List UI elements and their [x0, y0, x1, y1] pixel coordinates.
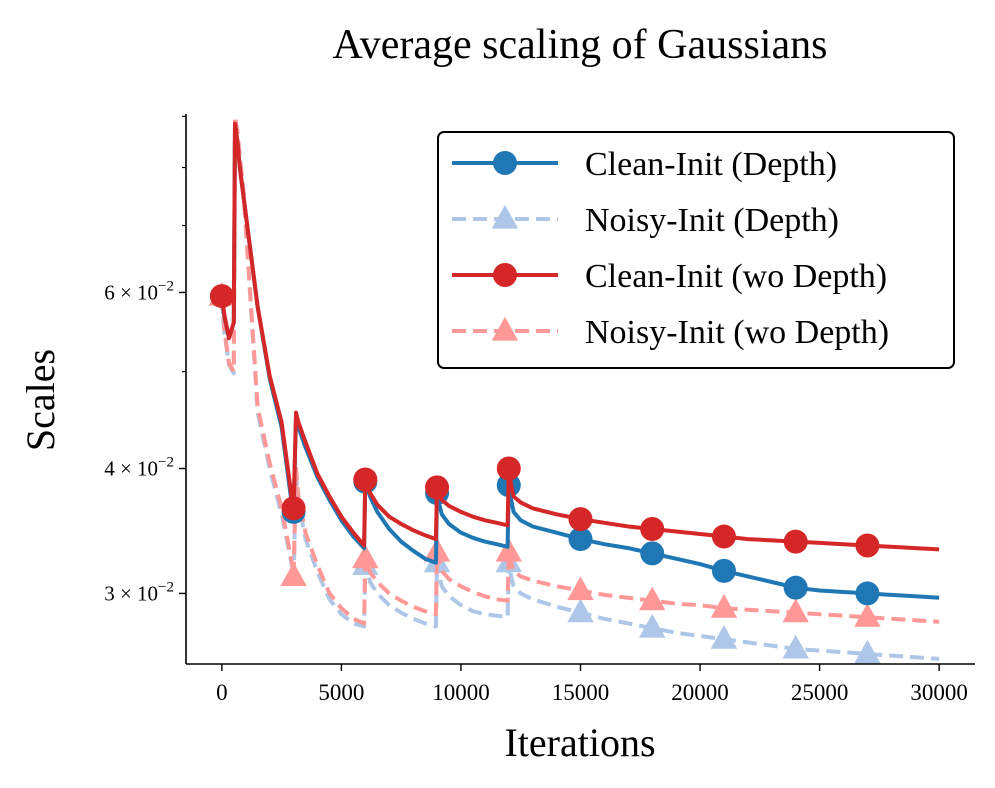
- legend-items: Clean-Init (Depth) Noisy-Init (Depth) Clea…: [452, 146, 889, 351]
- data-point-clean-init-depth: [640, 541, 665, 566]
- data-point-clean-init-depth: [783, 575, 808, 600]
- data-point-noisy-init-depth: [567, 598, 594, 623]
- y-tick-label: 6 × 10−2: [104, 278, 174, 304]
- chart-title: Average scaling of Gaussians: [333, 22, 828, 68]
- legend-marker-noisy-init-depth: [491, 204, 519, 229]
- series-layer: [208, 114, 940, 664]
- data-point-noisy-init-depth: [710, 625, 738, 649]
- data-point-clean-init-wo-depth: [281, 496, 306, 521]
- data-point-noisy-init-wo-depth: [280, 562, 307, 586]
- x-tick-label: 15000: [552, 680, 610, 705]
- data-point-noisy-init-depth: [782, 634, 809, 659]
- data-point-clean-init-depth: [568, 527, 593, 552]
- legend-label-noisy-init-depth: Noisy-Init (Depth): [585, 202, 839, 239]
- data-point-clean-init-depth: [711, 558, 736, 583]
- legend-box: [437, 131, 955, 369]
- x-axis-label: Iterations: [504, 720, 655, 765]
- data-point-noisy-init-wo-depth: [639, 586, 666, 611]
- x-tick-label: 5000: [318, 680, 364, 705]
- data-point-clean-init-wo-depth: [568, 507, 593, 532]
- data-point-noisy-init-wo-depth: [782, 598, 809, 623]
- data-point-clean-init-wo-depth: [783, 529, 808, 554]
- x-axis-ticks: 0 5000 10000 15000 20000 25000 30000: [216, 664, 968, 705]
- data-point-noisy-init-wo-depth: [567, 576, 594, 601]
- x-tick-label: 30000: [910, 680, 968, 705]
- series-clean-init-wo-depth: [209, 121, 940, 558]
- data-point-clean-init-depth: [855, 581, 880, 606]
- x-tick-label: 0: [216, 680, 228, 705]
- data-point-noisy-init-depth: [639, 613, 666, 638]
- y-tick-label: 4 × 10−2: [104, 455, 174, 481]
- data-point-clean-init-wo-depth: [425, 475, 450, 500]
- legend-item-clean-init-depth: Clean-Init (Depth): [452, 146, 837, 183]
- data-point-clean-init-wo-depth: [209, 284, 234, 309]
- data-point-clean-init-wo-depth: [640, 516, 665, 541]
- data-point-clean-init-wo-depth: [353, 467, 378, 492]
- legend-item-noisy-init-depth: Noisy-Init (Depth): [452, 202, 839, 239]
- legend-label-clean-init-depth: Clean-Init (Depth): [585, 146, 837, 183]
- data-point-noisy-init-depth: [854, 639, 881, 664]
- data-point-noisy-init-wo-depth: [710, 594, 738, 618]
- legend: Clean-Init (Depth) Noisy-Init (Depth) Clea…: [437, 131, 955, 369]
- data-point-clean-init-wo-depth: [711, 524, 736, 549]
- legend-label-clean-init-wo-depth: Clean-Init (wo Depth): [585, 258, 887, 295]
- data-point-noisy-init-wo-depth: [854, 603, 881, 627]
- y-tick-label: 3 × 10−2: [104, 579, 174, 605]
- legend-marker-noisy-init-wo-depth: [491, 316, 519, 341]
- legend-marker-clean-init-depth: [493, 151, 517, 175]
- x-tick-label: 25000: [791, 680, 849, 705]
- data-point-noisy-init-wo-depth: [495, 537, 522, 562]
- legend-item-clean-init-wo-depth: Clean-Init (wo Depth): [452, 258, 887, 295]
- plot-area: 0 5000 10000 15000 20000 25000 30000 3 × 10−2 4…: [104, 114, 975, 705]
- y-axis-label: Scales: [18, 349, 63, 451]
- legend-label-noisy-init-wo-depth: Noisy-Init (wo Depth): [585, 314, 889, 351]
- data-point-clean-init-wo-depth: [496, 456, 521, 481]
- data-point-noisy-init-wo-depth: [352, 544, 379, 569]
- legend-item-noisy-init-wo-depth: Noisy-Init (wo Depth): [452, 314, 889, 351]
- x-tick-label: 10000: [432, 680, 490, 705]
- y-axis-ticks: 3 × 10−2 4 × 10−2 6 × 10−2: [104, 115, 186, 605]
- x-tick-label: 20000: [671, 680, 729, 705]
- data-point-clean-init-wo-depth: [855, 533, 880, 558]
- legend-marker-clean-init-wo-depth: [493, 263, 517, 287]
